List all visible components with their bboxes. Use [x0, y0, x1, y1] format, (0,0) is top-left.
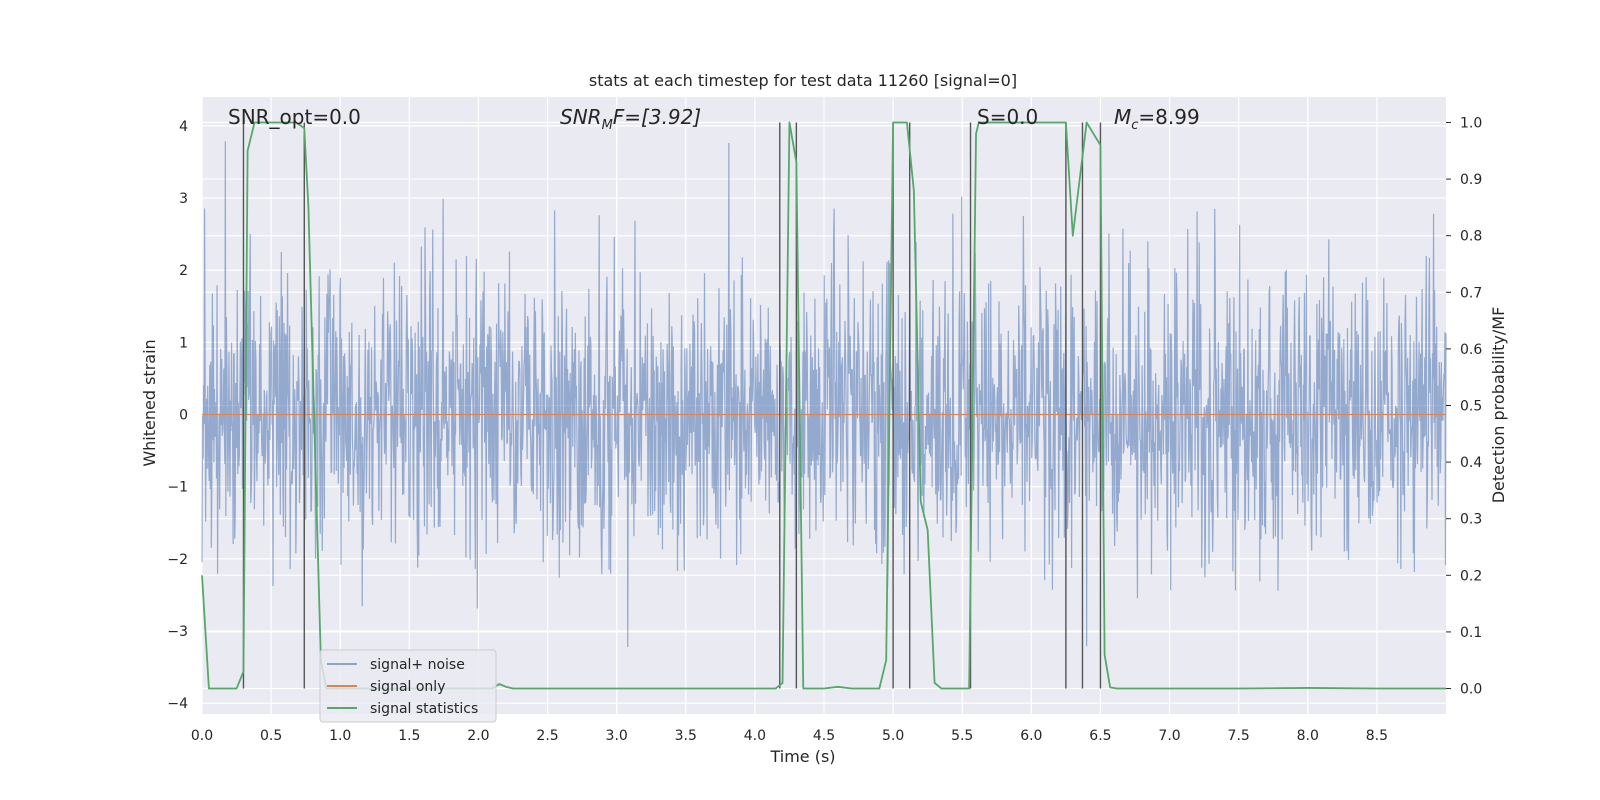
y-tick-label-right: 0.7 [1460, 285, 1482, 301]
annotation-s: S=0.0 [977, 105, 1038, 129]
y-tick-label-left: 1 [179, 335, 188, 351]
y-tick-label-left: 2 [179, 263, 188, 279]
y-tick-label-left: −1 [167, 480, 188, 496]
legend-label-signal-statistics: signal statistics [370, 701, 478, 717]
annotation-mc-sub: c [1131, 118, 1138, 133]
y-tick-label-right: 1.0 [1460, 115, 1482, 131]
x-tick-label: 5.5 [951, 728, 973, 744]
y-tick-label-right: 0.6 [1460, 342, 1482, 358]
y-tick-label-left: 4 [179, 119, 188, 135]
x-tick-label: 2.5 [536, 728, 558, 744]
y-tick-label-right: 0.9 [1460, 172, 1482, 188]
x-tick-label: 3.5 [675, 728, 697, 744]
x-tick-label: 3.0 [606, 728, 628, 744]
y-tick-label-right: 0.3 [1460, 512, 1482, 528]
y-tick-label-left: 3 [179, 191, 188, 207]
x-tick-label: 8.5 [1366, 728, 1388, 744]
y-tick-label-right: 0.5 [1460, 399, 1482, 415]
y-tick-label-right: 0.4 [1460, 455, 1482, 471]
legend-label-signal-only: signal only [370, 679, 445, 695]
x-tick-label: 4.0 [744, 728, 766, 744]
axes: 0.0 0.5 1.0 1.5 2.0 2.5 3.0 3.5 4.0 4.5 5.0 5.5 6.0 6… [167, 115, 1482, 744]
annotation-mc: Mc=8.99 [1114, 105, 1200, 133]
y-tick-label-left: −4 [167, 696, 188, 712]
annotation-snr-mf-sub: M [602, 118, 613, 133]
x-tick-label: 6.0 [1020, 728, 1042, 744]
signal-statistics-line [201, 121, 1446, 690]
signal-noise-series [201, 141, 1447, 647]
annotation-mc-rest: =8.99 [1138, 105, 1199, 129]
y-tick-label-right: 0.2 [1460, 568, 1482, 584]
signal-statistics-series [201, 121, 1446, 690]
x-tick-label: 7.0 [1158, 728, 1180, 744]
annotation-mc-main: M [1114, 105, 1131, 129]
x-tick-label: 5.0 [882, 728, 904, 744]
y-axis-label-left: Whitened strain [140, 339, 159, 466]
y-tick-label-left: 0 [179, 408, 188, 424]
y-tick-label-right: 0.8 [1460, 229, 1482, 245]
y-tick-label-right: 0.0 [1460, 682, 1482, 698]
y-tick-label-right: 0.1 [1460, 625, 1482, 641]
annotation-snr-opt: SNR_opt=0.0 [228, 105, 361, 129]
x-axis-label: Time (s) [769, 747, 835, 766]
x-tick-label: 6.5 [1089, 728, 1111, 744]
chart-title: stats at each timestep for test data 112… [589, 71, 1017, 90]
x-tick-label: 4.5 [813, 728, 835, 744]
annotation-snr-mf: SNRMF=[3.92] [560, 105, 701, 133]
x-tick-label: 8.0 [1297, 728, 1319, 744]
x-tick-label: 1.5 [398, 728, 420, 744]
y-tick-label-left: −3 [167, 624, 188, 640]
legend-box [319, 649, 497, 723]
x-tick-label: 0.5 [260, 728, 282, 744]
annotation-snr-mf-main: SNR [560, 105, 602, 129]
signal-noise-line [201, 141, 1447, 647]
y-tick-label-left: −2 [167, 552, 188, 568]
legend-label-signal-noise: signal+ noise [370, 657, 465, 673]
legend: signal+ noise signal only signal statist… [319, 649, 497, 723]
x-tick-label: 7.5 [1228, 728, 1250, 744]
annotation-snr-mf-rest: F=[3.92] [613, 105, 701, 129]
x-tick-label: 1.0 [329, 728, 351, 744]
x-tick-label: 0.0 [191, 728, 213, 744]
x-tick-label: 2.0 [467, 728, 489, 744]
y-axis-label-right: Detection probability/MF [1489, 307, 1508, 504]
